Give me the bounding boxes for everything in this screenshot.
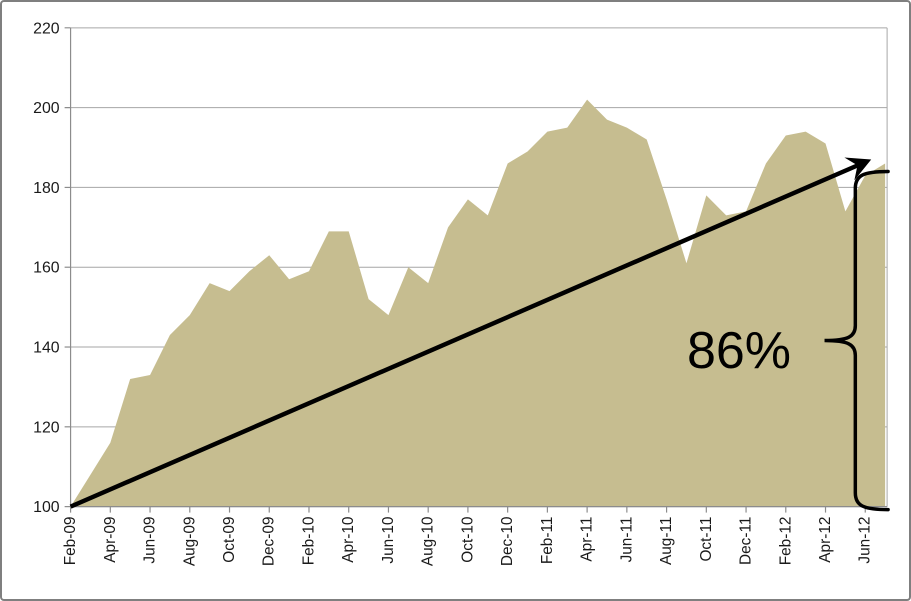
x-tick-label: Oct-10	[459, 517, 476, 563]
x-tick-label: Jun-12	[857, 517, 874, 564]
x-tick-label: Oct-09	[221, 517, 238, 563]
trend-arrow-head	[844, 157, 872, 181]
y-tick-label: 100	[33, 499, 60, 516]
curly-brace	[824, 169, 890, 512]
y-tick-label: 200	[33, 100, 60, 117]
y-tick-label: 160	[33, 260, 60, 277]
x-tick-label: Feb-10	[300, 517, 317, 566]
x-tick-label: Feb-11	[539, 517, 556, 565]
trend-arrow-shaft	[69, 162, 861, 509]
x-tick-label: Aug-09	[181, 517, 198, 567]
y-tick-label: 180	[33, 180, 60, 197]
x-tick-label: Feb-12	[777, 517, 794, 566]
x-tick-label: Jun-09	[142, 517, 159, 564]
x-tick-label: Feb-09	[62, 517, 79, 566]
x-tick-label: Apr-12	[817, 517, 834, 563]
y-tick-label: 120	[33, 419, 60, 436]
area-series	[70, 99, 886, 507]
x-tick-label: Apr-10	[340, 517, 357, 563]
x-tick-label: Apr-09	[102, 517, 119, 563]
x-tick-label: Apr-11	[579, 517, 596, 562]
x-tick-label: Jun-11	[618, 517, 635, 563]
gain-percentage-label: 86%	[686, 322, 792, 380]
x-tick-label: Dec-11	[738, 517, 755, 565]
x-tick-label: Oct-11	[698, 517, 715, 562]
y-tick-label: 140	[33, 339, 60, 356]
x-tick-label: Aug-10	[420, 517, 437, 567]
x-tick-label: Jun-10	[380, 517, 397, 564]
y-tick-label: 220	[33, 20, 60, 37]
x-tick-label: Dec-10	[499, 517, 516, 567]
x-tick-label: Dec-09	[261, 517, 278, 567]
x-tick-label: Aug-11	[658, 517, 675, 565]
